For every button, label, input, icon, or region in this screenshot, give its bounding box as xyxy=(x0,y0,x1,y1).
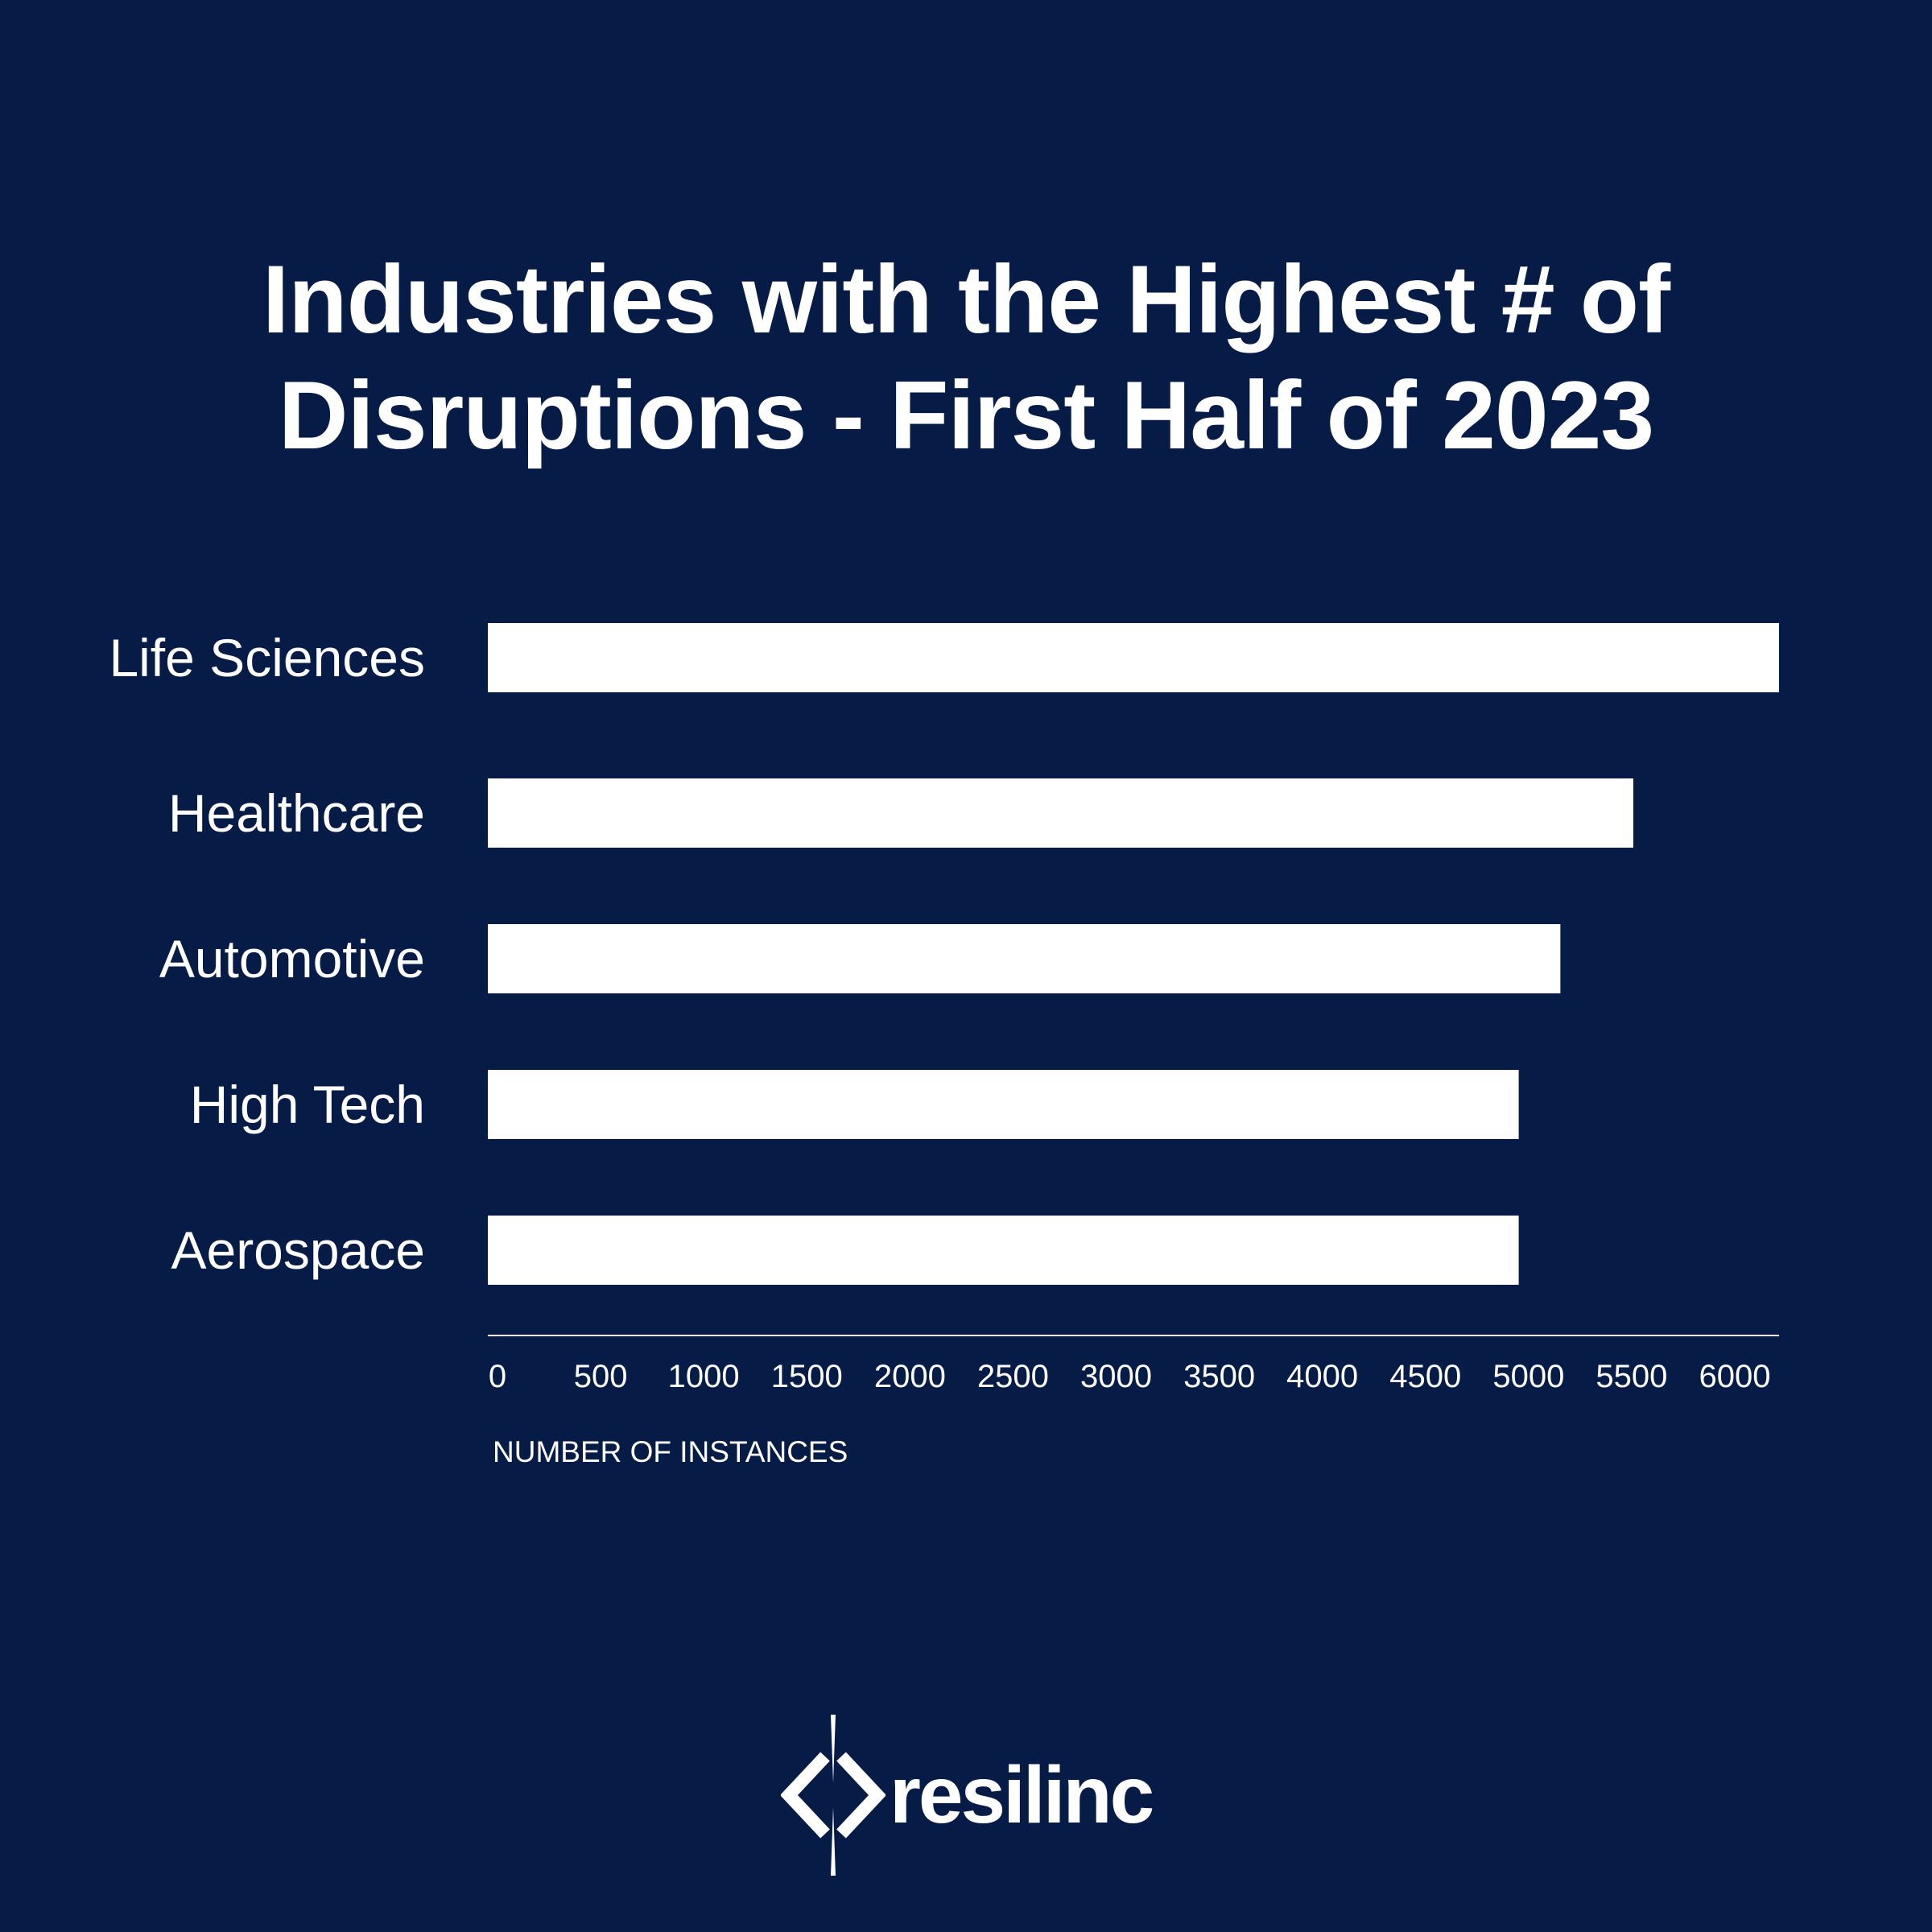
x-tick-label: 6000 xyxy=(1699,1359,1771,1394)
category-label: Healthcare xyxy=(168,783,425,843)
bar-high-tech xyxy=(488,1070,1519,1139)
x-tick-labels-group: 0 500 1000 1500 2000 2500 3000 3500 4000 4500 5000… xyxy=(489,1359,1771,1394)
resilinc-logo: resilinc xyxy=(781,1715,1154,1876)
chart-title: Industries with the Highest # of Disrupt… xyxy=(161,242,1771,473)
category-labels-group: Life Sciences Healthcare Automotive High Te… xyxy=(109,628,425,1280)
x-axis-title: NUMBER OF INSTANCES xyxy=(493,1435,848,1468)
bar-healthcare xyxy=(488,778,1633,848)
x-tick-label: 2000 xyxy=(874,1359,946,1394)
x-tick-label: 3000 xyxy=(1080,1359,1152,1394)
x-tick-label: 3500 xyxy=(1183,1359,1255,1394)
chart-title-line-1: Industries with the Highest # of xyxy=(262,246,1670,353)
bar-aerospace xyxy=(488,1216,1519,1285)
x-tick-label: 1500 xyxy=(771,1359,843,1394)
category-label: Aerospace xyxy=(171,1220,425,1280)
x-tick-label: 4000 xyxy=(1286,1359,1358,1394)
x-tick-label: 5000 xyxy=(1492,1359,1564,1394)
category-label: Automotive xyxy=(159,929,425,989)
resilinc-diamond-icon xyxy=(781,1715,886,1876)
x-tick-label: 0 xyxy=(489,1359,506,1394)
bar-life-sciences xyxy=(488,623,1779,692)
x-tick-label: 500 xyxy=(574,1359,628,1394)
x-tick-label: 2500 xyxy=(977,1359,1049,1394)
category-label: Life Sciences xyxy=(109,628,425,687)
x-tick-label: 4500 xyxy=(1389,1359,1461,1394)
chart-title-line-2: Disruptions - First Half of 2023 xyxy=(278,361,1654,469)
bars-group xyxy=(488,623,1779,1285)
x-tick-label: 5500 xyxy=(1596,1359,1667,1394)
x-tick-label: 1000 xyxy=(668,1359,740,1394)
logo-wordmark: resilinc xyxy=(890,1750,1154,1840)
category-label: High Tech xyxy=(190,1075,425,1134)
bar-automotive xyxy=(488,924,1561,993)
